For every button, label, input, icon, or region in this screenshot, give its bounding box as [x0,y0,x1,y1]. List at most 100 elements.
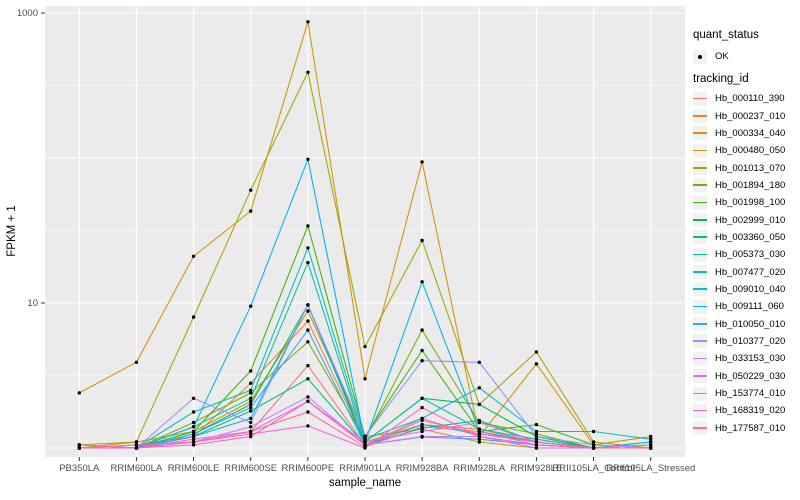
data-point [420,434,424,439]
data-point [420,238,424,243]
data-point [306,410,310,414]
y-tick-label: 1000 [17,8,38,19]
data-point [306,424,310,428]
data-point [191,443,196,447]
data-point [77,391,82,395]
legend-key-box [693,299,707,314]
legend-color-line-icon [693,427,707,429]
data-point [477,434,481,439]
legend-item-quant-status-ok: OK [693,48,729,65]
data-point [306,157,310,161]
data-point [477,427,481,431]
data-point [306,328,310,332]
legend-key-box [693,109,707,124]
data-point [249,425,253,429]
legend-item-Hb_003360_050: Hb_003360_050 [693,229,785,246]
legend-color-line-icon [693,323,707,325]
legend-item-Hb_177587_010: Hb_177587_010 [693,420,785,437]
data-point [191,315,196,319]
legend-color-line-icon [693,357,707,360]
data-point [249,399,253,403]
data-point [591,429,596,434]
data-point [249,420,253,425]
legend-key-box [693,421,707,436]
data-point [649,437,653,441]
legend-item-Hb_010050_010: Hb_010050_010 [693,315,785,332]
data-point [134,360,139,364]
data-point [306,303,310,307]
legend-key-box [693,49,707,64]
data-point [134,443,139,447]
legend-color-line-icon [693,219,707,221]
data-point [249,391,253,395]
data-point [420,396,424,400]
data-point [649,440,653,444]
legend-color-line-icon [693,149,707,152]
data-point [534,446,539,450]
x-tick-label: RRIM600PE [281,463,334,474]
legend-key-box [693,213,707,228]
legend-item-label: Hb_003360_050 [715,231,786,243]
data-point [249,209,253,213]
x-tick-label: RRIM928LE [511,463,563,474]
data-point [191,432,196,436]
legend-key-box [693,317,707,332]
x-tick-label: RRII105LA_Control [552,463,634,474]
data-point [477,360,481,364]
legend-item-label: OK [715,51,729,62]
legend-item-label: Hb_000480_050 [715,145,786,157]
data-point [191,434,196,439]
data-point [363,440,367,444]
legend-color-line-icon [693,288,707,291]
data-point [534,350,539,354]
legend-item-label: Hb_009010_040 [715,283,786,295]
legend-key-box [693,178,707,193]
legend-color-line-icon [693,236,707,239]
legend-item-label: Hb_005373_030 [715,249,786,261]
data-point [534,443,539,447]
legend-key-box [693,195,707,210]
legend-key-box [693,386,707,401]
data-point [649,443,653,447]
legend-item-Hb_001998_100: Hb_001998_100 [693,194,785,211]
data-point [249,429,253,434]
data-point [191,437,196,441]
data-point [249,188,253,192]
x-tick-label: RRIM600LA [111,463,163,474]
legend-item-Hb_168319_020: Hb_168319_020 [693,402,785,419]
legend-item-label: Hb_000237_010 [715,110,786,122]
data-point [306,395,310,399]
data-point [534,434,539,439]
data-point [534,440,539,444]
data-point [306,246,310,250]
data-point [191,410,196,414]
legend-color-line-icon [693,167,707,169]
legend-item-Hb_002999_010: Hb_002999_010 [693,211,785,228]
legend-item-label: Hb_153774_010 [715,388,786,400]
data-point [534,437,539,441]
data-point [134,446,139,450]
legend-color-line-icon [693,271,707,273]
legend-item-Hb_009010_040: Hb_009010_040 [693,281,785,298]
legend-color-line-icon [693,115,707,117]
data-point [249,432,253,436]
data-point [649,446,653,450]
data-point [420,405,424,410]
data-point [591,446,596,450]
data-point [534,432,539,436]
data-point [249,405,253,410]
legend-item-label: Hb_002999_010 [715,214,786,226]
data-point [306,399,310,403]
data-point [134,440,139,444]
legend-item-label: Hb_001998_100 [715,197,786,209]
data-point [477,429,481,434]
data-point [363,344,367,349]
x-tick-label: RRIM928BA [396,463,449,474]
data-point [477,432,481,436]
data-point [249,416,253,421]
y-tick-label: 10 [27,298,38,309]
data-point [249,369,253,373]
legend-key-box [693,247,707,262]
legend-color-line-icon [693,132,707,134]
